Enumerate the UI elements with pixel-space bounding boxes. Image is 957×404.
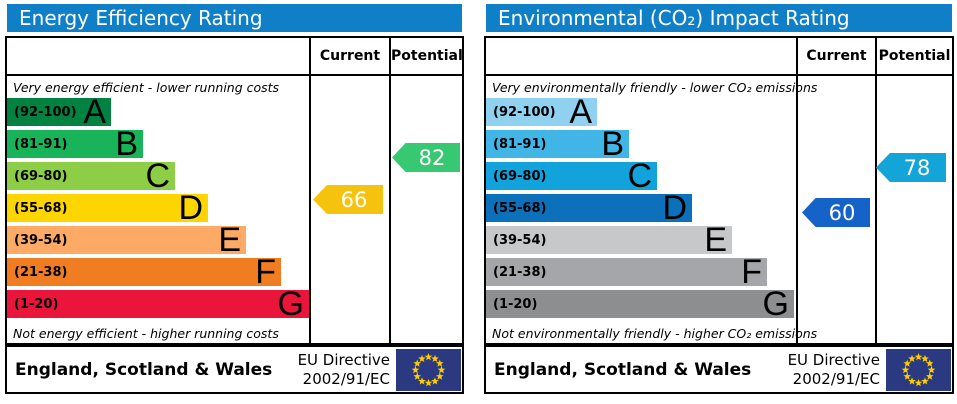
column-divider xyxy=(389,38,391,343)
band-letter: F xyxy=(741,253,762,291)
rating-band-e: (39-54) E xyxy=(486,221,732,259)
band-letter: A xyxy=(569,93,592,131)
current-column-header: Current xyxy=(806,48,867,64)
band-range-label: (55-68) xyxy=(14,200,68,216)
panel-title: Energy Efficiency Rating xyxy=(19,6,263,30)
band-letter: D xyxy=(178,189,203,227)
column-divider xyxy=(796,38,798,343)
current-column-header: Current xyxy=(319,48,381,64)
rating-band-d: (55-68) D xyxy=(486,189,692,227)
current-rating-value: 66 xyxy=(340,187,368,212)
band-range-label: (1-20) xyxy=(493,296,538,312)
band-letter: F xyxy=(255,253,276,291)
band-letter: E xyxy=(704,221,727,259)
panel-footer: England, Scotland & Wales EU Directive 2… xyxy=(5,345,464,394)
rating-band-g: (1-20) G xyxy=(486,285,794,323)
region-label: England, Scotland & Wales xyxy=(15,359,273,380)
bottom-caption: Not energy efficient - higher running co… xyxy=(13,326,279,341)
panel-title: Environmental (CO₂) Impact Rating xyxy=(498,6,850,30)
potential-column-header: Potential xyxy=(391,48,463,64)
band-range-label: (55-68) xyxy=(493,200,547,216)
rating-band-a: (92-100) A xyxy=(7,93,111,131)
current-rating-arrow: 66 xyxy=(313,185,383,214)
potential-column-header: Potential xyxy=(878,48,951,64)
band-range-label: (69-80) xyxy=(493,168,547,184)
band-letter: C xyxy=(627,157,652,195)
band-range-label: (39-54) xyxy=(493,232,547,248)
band-letter: E xyxy=(218,221,241,259)
rating-table: Current Potential Very energy efficient … xyxy=(5,36,464,345)
eu-flag-icon xyxy=(886,348,951,391)
rating-band-e: (39-54) E xyxy=(7,221,246,259)
band-letter: B xyxy=(115,125,138,163)
band-range-label: (21-38) xyxy=(14,264,68,280)
band-range-label: (92-100) xyxy=(14,104,77,120)
band-range-label: (69-80) xyxy=(14,168,68,184)
panel-footer: England, Scotland & Wales EU Directive 2… xyxy=(484,345,954,394)
environmental-impact-panel: Environmental (CO₂) Impact Rating Curren… xyxy=(479,0,957,404)
rating-band-g: (1-20) G xyxy=(7,285,309,323)
band-letter: G xyxy=(762,285,789,323)
current-rating-arrow: 60 xyxy=(802,198,870,227)
eu-directive-line1: EU Directive xyxy=(787,350,880,369)
rating-band-b: (81-91) B xyxy=(486,125,629,163)
band-letter: B xyxy=(601,125,624,163)
band-range-label: (81-91) xyxy=(14,136,68,152)
bottom-caption: Not environmentally friendly - higher CO… xyxy=(492,326,818,341)
rating-band-c: (69-80) C xyxy=(7,157,175,195)
band-range-label: (81-91) xyxy=(493,136,547,152)
table-header-row: Current Potential xyxy=(7,38,463,76)
column-divider xyxy=(875,38,877,343)
rating-band-d: (55-68) D xyxy=(7,189,208,227)
rating-table: Current Potential Very environmentally f… xyxy=(484,36,954,345)
eu-directive-line1: EU Directive xyxy=(297,350,390,369)
table-header-row: Current Potential xyxy=(486,38,952,76)
band-letter: D xyxy=(662,189,687,227)
band-range-label: (92-100) xyxy=(493,104,556,120)
panel-title-bar: Energy Efficiency Rating xyxy=(7,4,462,32)
eu-directive-text: EU Directive 2002/91/EC xyxy=(298,351,390,389)
region-label: England, Scotland & Wales xyxy=(494,359,752,380)
potential-rating-value: 78 xyxy=(903,155,931,180)
band-letter: G xyxy=(277,285,304,323)
band-letter: C xyxy=(145,157,170,195)
eu-directive-line2: 2002/91/EC xyxy=(792,369,880,388)
eu-directive-line2: 2002/91/EC xyxy=(302,369,390,388)
panel-title-bar: Environmental (CO₂) Impact Rating xyxy=(486,4,952,32)
rating-band-f: (21-38) F xyxy=(7,253,281,291)
potential-rating-arrow: 78 xyxy=(876,153,946,182)
band-range-label: (1-20) xyxy=(14,296,59,312)
potential-rating-value: 82 xyxy=(418,145,446,170)
rating-band-b: (81-91) B xyxy=(7,125,143,163)
energy-efficiency-panel: Energy Efficiency Rating Current Potenti… xyxy=(0,0,468,404)
eu-directive-text: EU Directive 2002/91/EC xyxy=(788,351,880,389)
current-rating-value: 60 xyxy=(828,200,856,225)
eu-flag-icon xyxy=(396,348,461,391)
potential-rating-arrow: 82 xyxy=(392,143,460,172)
rating-band-f: (21-38) F xyxy=(486,253,767,291)
rating-band-a: (92-100) A xyxy=(486,93,597,131)
band-letter: A xyxy=(83,93,106,131)
column-divider xyxy=(309,38,311,343)
band-range-label: (39-54) xyxy=(14,232,68,248)
rating-band-c: (69-80) C xyxy=(486,157,657,195)
top-caption: Very energy efficient - lower running co… xyxy=(13,80,280,95)
band-range-label: (21-38) xyxy=(493,264,547,280)
top-caption: Very environmentally friendly - lower CO… xyxy=(492,80,818,95)
